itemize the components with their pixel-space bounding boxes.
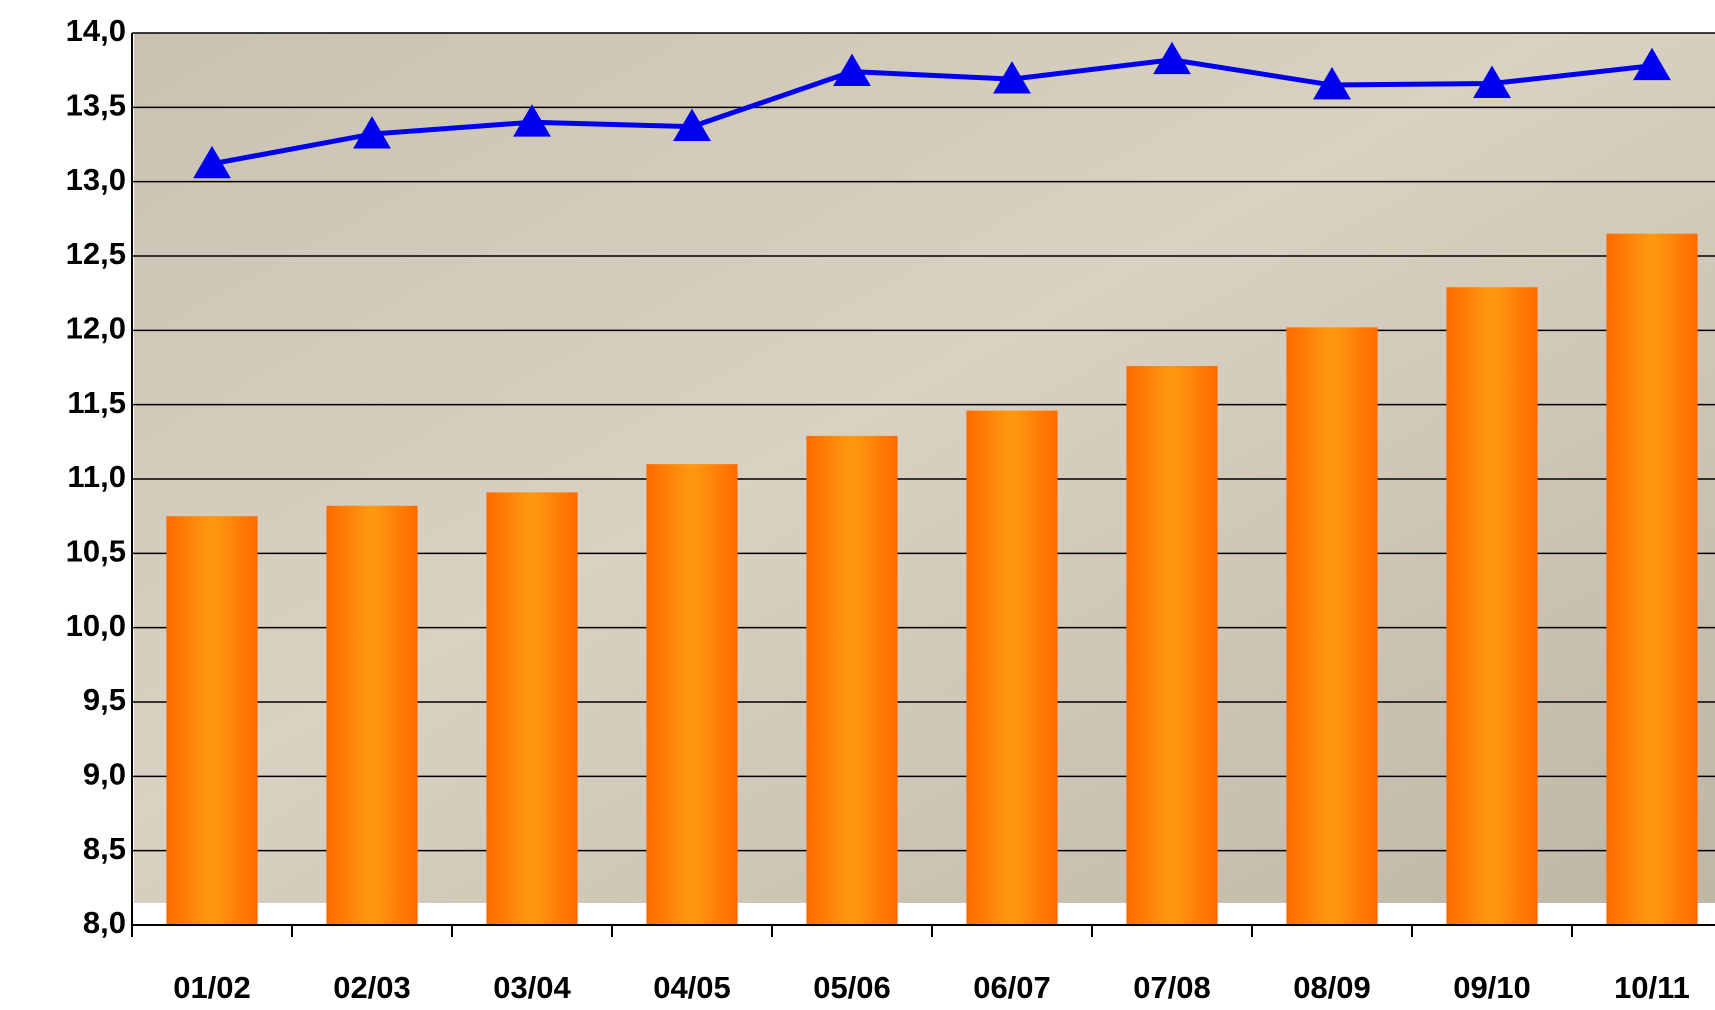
y-tick-label: 10,5 xyxy=(66,534,126,569)
marker xyxy=(1633,47,1671,81)
bar xyxy=(806,435,898,925)
bar xyxy=(1286,327,1378,925)
bar xyxy=(1606,233,1698,925)
y-tick-label: 10,0 xyxy=(66,608,126,643)
bar xyxy=(966,410,1058,925)
x-tick-label: 03/04 xyxy=(493,970,571,1005)
marker xyxy=(513,104,551,137)
x-tick-label: 08/09 xyxy=(1293,970,1371,1005)
x-tick-label: 10/11 xyxy=(1614,970,1690,1005)
marker xyxy=(1153,41,1191,75)
x-tick-label: 01/02 xyxy=(173,970,251,1005)
y-tick-label: 13,0 xyxy=(66,162,126,197)
x-tick-label: 04/05 xyxy=(653,970,731,1005)
marker xyxy=(1313,67,1351,100)
y-tick-label: 8,5 xyxy=(83,831,126,866)
marker xyxy=(1473,65,1511,98)
marker xyxy=(193,145,231,179)
y-tick-label: 13,5 xyxy=(66,88,126,123)
bar xyxy=(646,464,738,925)
y-tick-label: 8,0 xyxy=(83,905,126,940)
y-tick-label: 12,0 xyxy=(66,311,126,346)
bar xyxy=(1446,287,1538,926)
bar xyxy=(486,492,578,925)
marker xyxy=(993,61,1031,94)
y-tick-label: 9,5 xyxy=(83,682,126,717)
y-tick-label: 11,0 xyxy=(67,459,126,494)
bar xyxy=(1126,366,1218,926)
y-tick-label: 12,5 xyxy=(66,236,126,271)
x-tick-label: 02/03 xyxy=(333,970,411,1005)
x-tick-label: 09/10 xyxy=(1453,970,1531,1005)
x-tick-label: 07/08 xyxy=(1133,970,1211,1005)
bar xyxy=(166,516,258,925)
line xyxy=(211,57,1653,167)
bar xyxy=(326,505,418,925)
marker xyxy=(833,53,871,87)
marker xyxy=(353,116,391,149)
x-tick-label: 06/07 xyxy=(973,970,1051,1005)
y-tick-label: 14,0 xyxy=(66,13,126,48)
y-tick-label: 11,5 xyxy=(67,385,126,420)
marker xyxy=(673,108,711,142)
y-tick-label: 9,0 xyxy=(83,757,126,792)
x-tick-label: 05/06 xyxy=(813,970,891,1005)
